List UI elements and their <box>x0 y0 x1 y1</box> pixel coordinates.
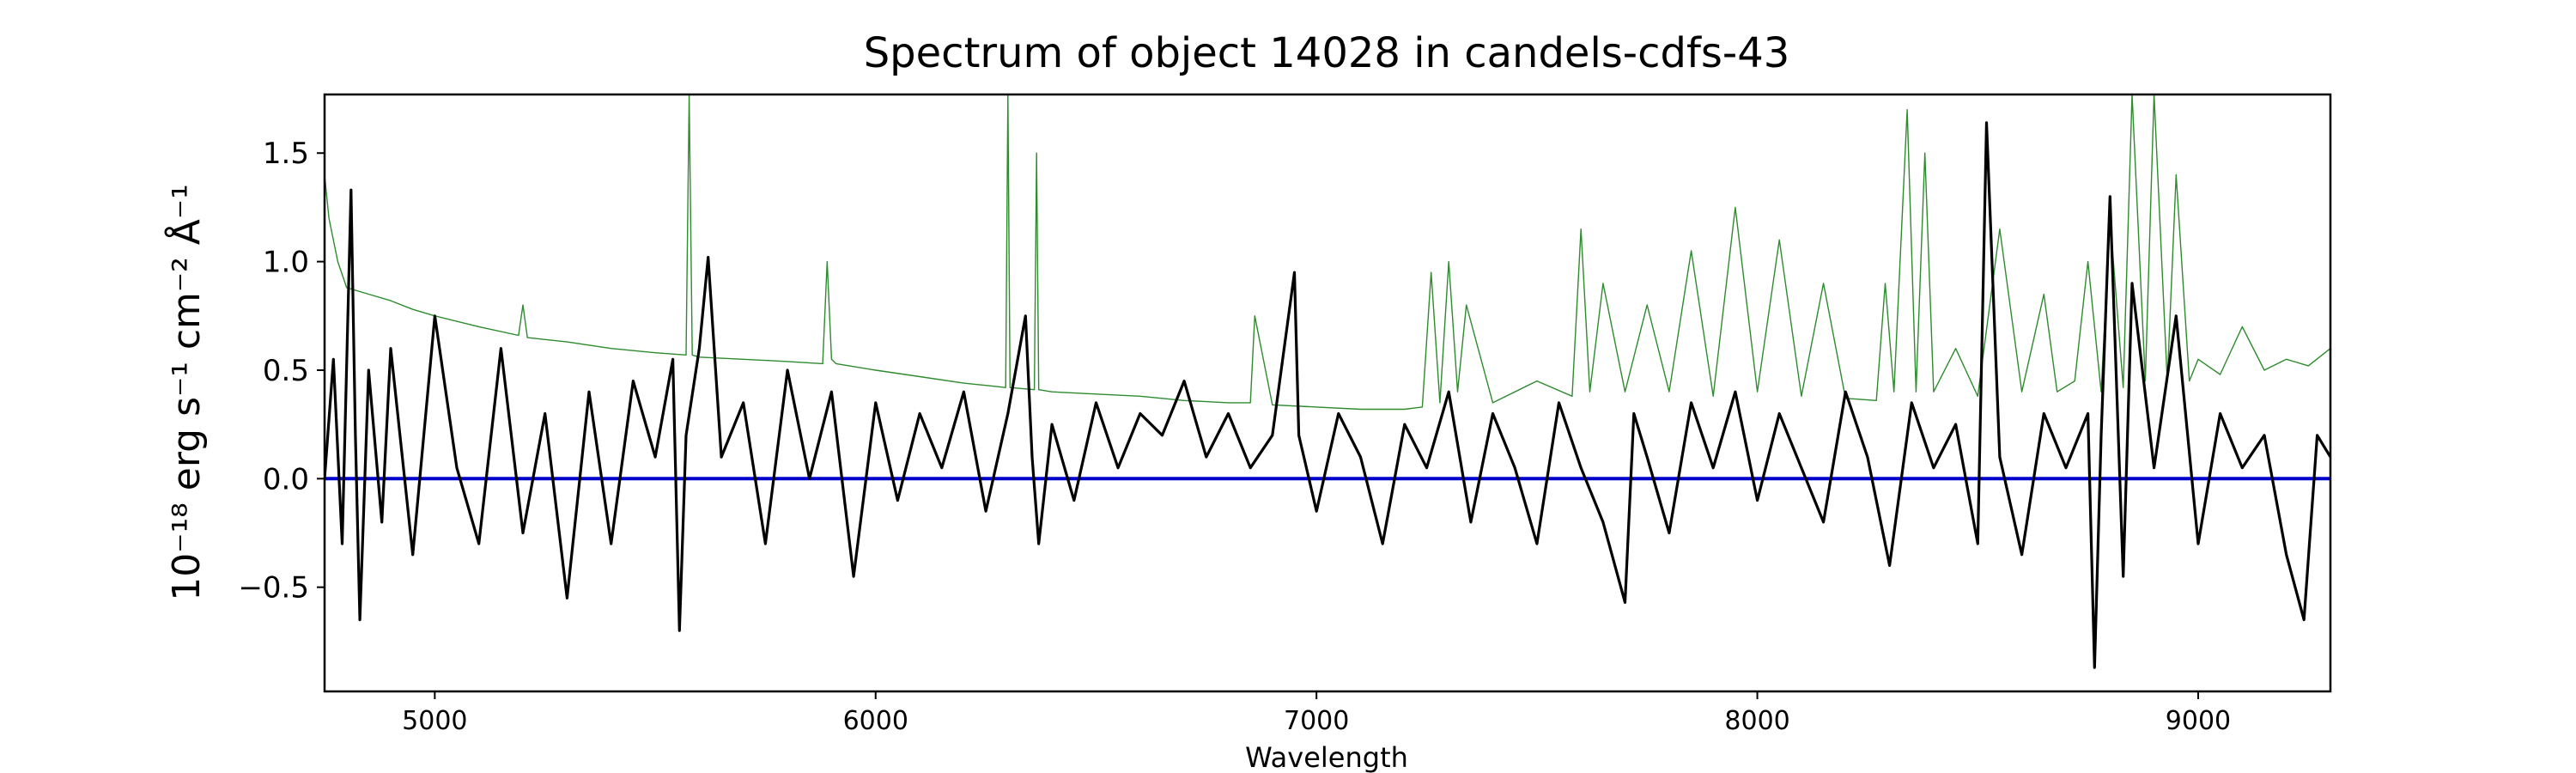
series-layer <box>325 94 2330 669</box>
x-tick-label: 8000 <box>1724 706 1789 736</box>
error-series-line <box>325 94 2330 411</box>
y-axis-label: 10⁻¹⁸ erg s⁻¹ cm⁻² Å⁻¹ <box>163 184 209 600</box>
x-tick-label: 7000 <box>1284 706 1349 736</box>
y-axis: −0.5 0.0 0.5 1.0 1.5 <box>238 137 325 606</box>
y-tick-label: 0.5 <box>263 354 309 388</box>
x-tick-label: 5000 <box>402 706 467 736</box>
y-tick-label: −0.5 <box>238 571 309 606</box>
y-tick-label: 0.0 <box>263 462 309 496</box>
y-tick-label: 1.5 <box>263 137 309 171</box>
x-axis-label: Wavelength <box>1245 741 1408 773</box>
y-tick-label: 1.0 <box>263 246 309 280</box>
chart-title: Spectrum of object 14028 in candels-cdfs… <box>864 29 1790 77</box>
flux-series-line <box>325 121 2330 669</box>
x-tick-label: 6000 <box>843 706 908 736</box>
x-tick-label: 9000 <box>2166 706 2231 736</box>
x-axis: 5000 6000 7000 8000 9000 <box>402 691 2231 736</box>
plot-frame <box>323 93 2332 693</box>
